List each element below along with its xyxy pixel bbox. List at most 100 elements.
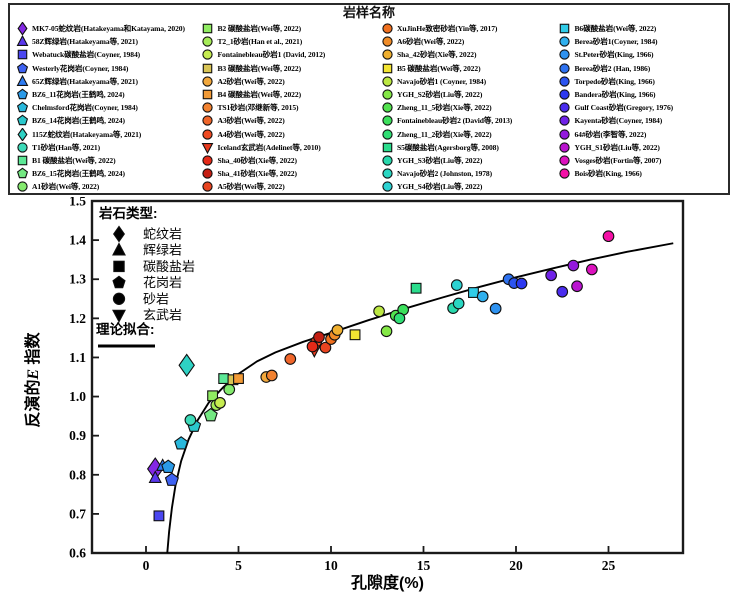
data-point (174, 436, 189, 450)
sample-legend-item: T2_1砂岩(Han et al., 2021) (201, 35, 381, 48)
sample-legend-label: Navajo砂岩2 (Johnston, 1978) (396, 169, 493, 179)
sample-legend-label: A4砂岩(Wei等, 2022) (217, 129, 285, 139)
square-marker-icon (203, 89, 213, 100)
sample-legend-item: Vosges砂岩(Fortin等, 2007) (558, 154, 724, 167)
circle-marker-icon (382, 115, 393, 127)
sample-legend-label: Zheng_11_2砂岩(Xie等, 2022) (396, 129, 492, 139)
circle-marker-icon (17, 181, 28, 192)
pentagon-marker-icon (16, 167, 29, 179)
rock-type-label: 蛇纹岩 (143, 227, 182, 242)
circle-marker-icon (382, 115, 393, 127)
sample-legend-column: B2 碳酸盐岩(Wei等, 2022) T2_1砂岩(Han et al., 20… (201, 22, 381, 193)
sample-legend-item: A5砂岩(Wei等, 2022) (201, 180, 381, 193)
sample-legend-label: Sha_40砂岩(Xie等, 2022) (217, 155, 297, 165)
sample-legend-label: YGH_S4砂岩(Liu等, 2022) (396, 182, 483, 192)
sample-legend-item: B6碳酸盐岩(Wei等, 2022) (558, 22, 724, 35)
circle-marker-icon (559, 49, 571, 61)
circle-marker-icon (202, 128, 214, 140)
sample-legend-item: Berea砂岩2 (Han, 1986) (558, 62, 724, 75)
circle-marker-icon (382, 23, 393, 34)
data-point (203, 407, 218, 422)
circle-marker-icon (202, 115, 214, 127)
square-marker-icon (382, 142, 393, 153)
data-point (410, 282, 422, 294)
circle-marker-icon (382, 155, 393, 166)
sample-legend-label: Kayenta砂岩(Coyner, 1984) (574, 116, 663, 126)
circle-marker-icon (202, 128, 214, 140)
square-icon (113, 260, 125, 273)
y-tick-label: 0.8 (69, 467, 86, 482)
sample-legend-label: MK7-05蛇纹岩(Hatakeyama和Katayama, 2020) (32, 24, 185, 34)
y-tick-label: 1.5 (69, 197, 86, 209)
sample-legend-item: Chelmsford花岗岩(Coyner, 1984) (16, 101, 201, 114)
sample-legend-column: B6碳酸盐岩(Wei等, 2022) Berea砂岩1(Coyner, 1984)… (558, 22, 724, 193)
sample-legend-label: Zheng_11_5砂岩(Xie等, 2022) (396, 103, 492, 113)
square-marker-icon (382, 63, 393, 73)
triangle-icon (112, 242, 126, 256)
sample-legend-label: BZ6_11花岗岩(王鹤鸣, 2024) (32, 90, 125, 100)
sample-legend-label: Bois砂岩(King, 1966) (574, 169, 642, 179)
x-tick-label: 0 (143, 558, 150, 573)
circle-marker-icon (202, 168, 214, 179)
circle-marker-icon (559, 36, 571, 47)
data-point (184, 414, 197, 426)
circle-marker-icon (559, 128, 571, 140)
circle-marker-icon (559, 89, 571, 100)
circle-marker-icon (202, 115, 214, 127)
circle-marker-icon (559, 89, 571, 100)
scatter-plot: 0 5 10 15 20 25 0.6 0.7 0.8 0.9 1.0 1.1 1.2 1.3 1.4 1.5… (23, 197, 685, 592)
circle-marker-icon (382, 168, 393, 179)
sample-legend-item: Sha_40砂岩(Xie等, 2022) (201, 154, 381, 167)
circle-marker-icon (382, 89, 393, 100)
fit-legend-label: 理论拟合: (96, 321, 155, 337)
square-marker-icon (203, 23, 213, 34)
circle-marker-icon (382, 76, 393, 87)
pentagon-marker-icon (16, 115, 29, 126)
data-point (319, 341, 332, 354)
sample-legend-label: YGH_S1砂岩(Liu等, 2022) (574, 142, 660, 152)
circle-marker-icon (382, 23, 393, 34)
y-tick-label: 1.1 (69, 350, 86, 365)
circle-marker-icon (202, 36, 214, 47)
sample-legend-item: B2 碳酸盐岩(Wei等, 2022) (201, 22, 381, 35)
data-point (393, 312, 406, 325)
triangle-marker-icon (16, 35, 29, 47)
rock-type-label: 砂岩 (143, 291, 169, 306)
sample-legend-item: YGH_S4砂岩(Liu等, 2022) (381, 180, 559, 193)
sample-legend-label: B4 碳酸盐岩(Wei等, 2022) (217, 90, 301, 100)
circle-marker-icon (559, 63, 571, 74)
sample-legend-column: MK7-05蛇纹岩(Hatakeyama和Katayama, 2020) 58Z辉… (16, 22, 201, 193)
pentagon-marker-icon (16, 62, 29, 73)
circle-marker-icon (559, 76, 571, 87)
triangle-down-marker-icon (202, 142, 214, 154)
sample-legend-label: Torpedo砂岩(King, 1966) (574, 76, 655, 86)
sample-legend-label: Sha_42砂岩(Xie等, 2022) (396, 50, 477, 60)
sample-legend-item: Kayenta砂岩(Coyner, 1984) (558, 114, 724, 127)
sample-legend-item: B5 碳酸盐岩(Wei等, 2022) (381, 62, 559, 75)
circle-marker-icon (559, 49, 571, 61)
sample-legend-label: Webatuck碳酸盐岩(Coyner, 1984) (32, 50, 141, 60)
sample-legend-label: YGH_S2砂岩(Liu等, 2022) (396, 90, 483, 100)
y-axis-title: 反演的E 指数 (23, 331, 42, 427)
square-marker-icon (17, 155, 28, 166)
sample-legend-item: 58Z辉绿岩(Hatakeyama等, 2021) (16, 35, 201, 48)
data-point (556, 285, 569, 298)
sample-legend-item: BZ6_15花岗岩(王鹤鸣, 2024) (16, 167, 201, 180)
sample-legend-columns: MK7-05蛇纹岩(Hatakeyama和Katayama, 2020) 58Z辉… (10, 21, 728, 193)
sample-legend-item: MK7-05蛇纹岩(Hatakeyama和Katayama, 2020) (16, 22, 201, 36)
circle-marker-icon (559, 115, 571, 127)
sample-legend-label: B1 碳酸盐岩(Wei等, 2022) (32, 155, 116, 165)
circle-marker-icon (202, 155, 214, 166)
sample-legend: 岩样名称 MK7-05蛇纹岩(Hatakeyama和Katayama, 2020… (8, 3, 730, 195)
circle-marker-icon (17, 142, 28, 153)
sample-legend-label: 65Z辉绿岩(Hatakeyama等, 2021) (32, 76, 138, 86)
sample-legend-label: B5 碳酸盐岩(Wei等, 2022) (396, 63, 481, 73)
sample-legend-item: 65Z辉绿岩(Hatakeyama等, 2021) (16, 74, 201, 88)
data-point (313, 331, 325, 343)
square-marker-icon (17, 50, 28, 60)
sample-legend-label: S5碳酸盐岩(Agersborg等, 2008) (396, 142, 499, 152)
sample-legend-item: Westerly花岗岩(Coyner, 1984) (16, 62, 201, 75)
circle-marker-icon (382, 36, 393, 47)
sample-legend-label: B6碳酸盐岩(Wei等, 2022) (574, 24, 657, 34)
square-marker-icon (17, 50, 28, 60)
